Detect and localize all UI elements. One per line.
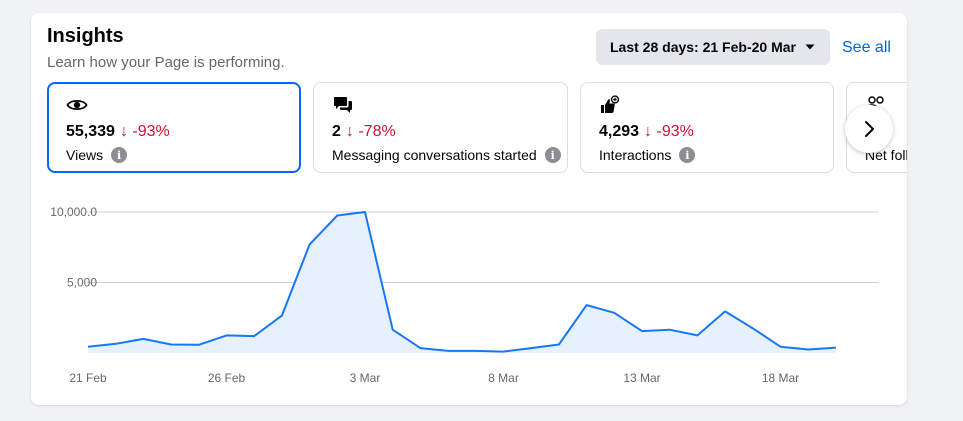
info-icon[interactable]: i (544, 147, 561, 163)
metric-label: Interactions (599, 147, 672, 163)
metric-card-views[interactable]: 55,339 ↓ -93% Views i (47, 82, 301, 173)
y-tick-label: 10,000.0 (50, 205, 97, 219)
x-tick-label: 26 Feb (208, 371, 246, 385)
x-tick-label: 21 Feb (69, 371, 107, 385)
eye-icon (66, 99, 88, 111)
series-area (88, 212, 836, 353)
chat-bubbles-icon (334, 97, 352, 113)
x-tick-label: 8 Mar (488, 371, 519, 385)
date-range-dropdown[interactable]: Last 28 days: 21 Feb-20 Mar (596, 29, 830, 65)
metric-change: ↓ -93% (644, 123, 694, 140)
chevron-right-icon (865, 121, 874, 137)
info-icon[interactable]: i (679, 147, 696, 163)
series-line (87, 211, 836, 353)
next-metrics-button[interactable] (845, 105, 893, 153)
metric-label: Messaging conversations started (332, 147, 537, 163)
x-tick-label: 18 Mar (762, 371, 799, 385)
metric-value: 4,293 (599, 123, 640, 140)
y-tick-label: 5,000 (67, 276, 97, 290)
thumbs-up-icon (601, 95, 620, 113)
metric-card-interactions[interactable]: 4,293 ↓ -93% Interactions i (580, 82, 834, 173)
info-icon[interactable]: i (111, 147, 128, 163)
insights-card: Insights Learn how your Page is performi… (31, 13, 907, 405)
metric-change: ↓ -78% (345, 123, 396, 140)
x-tick-label: 13 Mar (623, 371, 660, 385)
x-tick-label: 3 Mar (350, 371, 381, 385)
metric-value: 55,339 (66, 123, 115, 140)
page-title: Insights (47, 25, 124, 47)
metric-change: ↓ -93% (119, 123, 170, 140)
date-range-label: Last 28 days: 21 Feb-20 Mar (610, 39, 796, 55)
page-subtitle: Learn how your Page is performing. (47, 54, 285, 71)
metric-label: Views (66, 147, 104, 163)
metric-card-messaging[interactable]: 2 ↓ -78% Messaging conversations started… (313, 82, 568, 173)
see-all-link[interactable]: See all (842, 39, 891, 56)
metric-value: 2 (332, 123, 341, 140)
caret-down-icon (805, 44, 815, 50)
views-area-chart: 5,000 10,000.0 21 Feb 26 Feb 3 Mar 8 Mar 13 Ma… (50, 205, 879, 385)
